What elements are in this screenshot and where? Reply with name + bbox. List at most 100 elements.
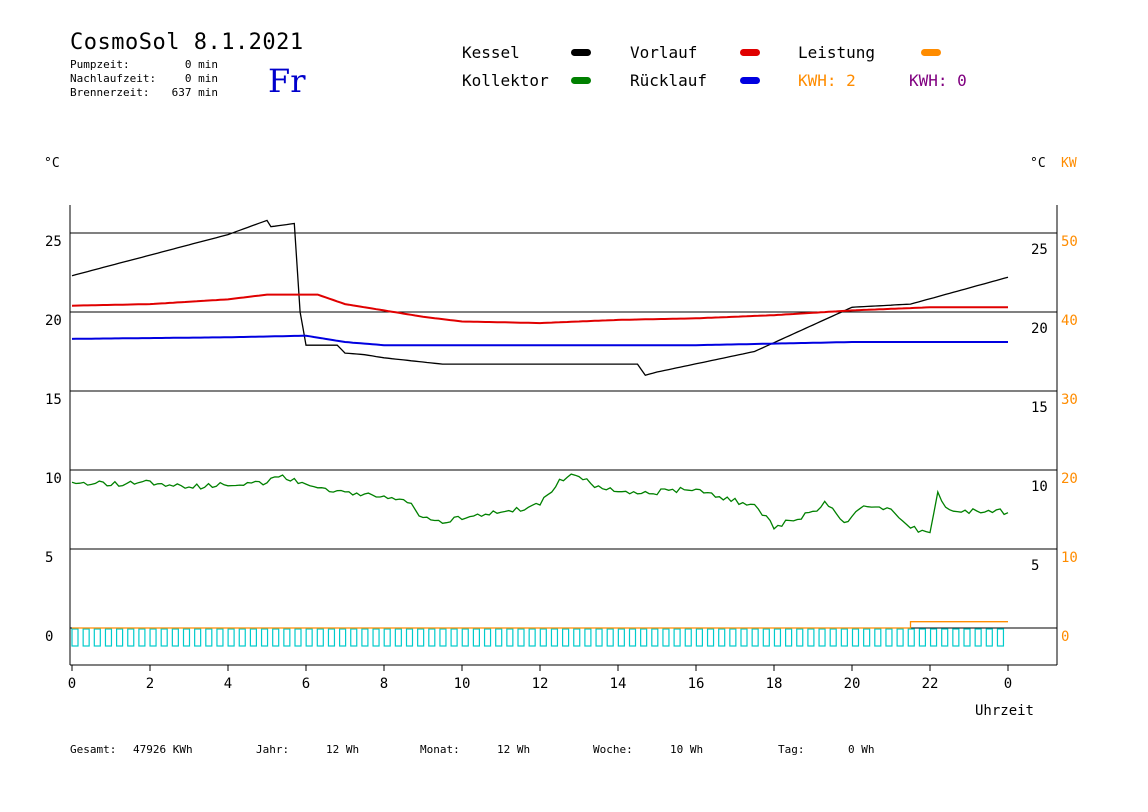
series-line-leistung — [72, 621, 1008, 629]
cyan-pulse — [996, 628, 1005, 647]
cyan-pulse — [93, 628, 101, 647]
x-tick-label: 0 — [1004, 676, 1012, 692]
cyan-pulse — [695, 628, 704, 647]
cyan-pulse — [985, 628, 993, 647]
cyan-pulse — [160, 628, 168, 647]
cyan-pulse — [706, 628, 715, 647]
right-tick-label-c: 20 — [1031, 321, 1048, 337]
cyan-pulse — [517, 628, 525, 647]
cyan-pulse — [350, 628, 358, 647]
legend-ruecklauf-swatch — [740, 77, 760, 84]
stat-label: Pumpzeit: — [70, 58, 130, 71]
cyan-pulse — [260, 628, 269, 647]
cyan-pulse — [963, 628, 971, 647]
stats-block: Pumpzeit: Nachlaufzeit: Brennerzeit: — [70, 58, 156, 100]
stat-value: 0 min — [184, 58, 218, 71]
x-tick-label: 10 — [454, 676, 471, 692]
legend-kwh-purple: KWH: 0 — [909, 71, 967, 90]
cyan-pulse — [216, 628, 224, 647]
footer-gesamt-label: Gesamt: — [70, 743, 117, 756]
left-tick-label: 0 — [45, 629, 53, 645]
cyan-pulse — [573, 628, 581, 647]
right-tick-label-kw: 40 — [1061, 313, 1078, 329]
x-tick-label: 20 — [844, 676, 861, 692]
series-line-kollektor — [71, 473, 1009, 534]
cyan-pulse — [651, 628, 659, 647]
left-tick-label: 25 — [45, 234, 62, 250]
cyan-pulse — [885, 628, 893, 647]
stats-values: 0 min 0 min 637 min — [160, 58, 218, 100]
cyan-pulse — [127, 628, 135, 647]
legend-kwh-orange: KWH: 2 — [798, 71, 856, 90]
axes — [69, 205, 1058, 671]
cyan-pulse — [863, 628, 871, 647]
x-tick-label: 4 — [224, 676, 232, 692]
series-line-vorlauf — [71, 293, 1008, 325]
cyan-pulse — [740, 628, 748, 647]
cyan-pulse — [394, 628, 402, 647]
left-unit-label: °C — [44, 156, 60, 171]
cyan-pulse — [840, 628, 848, 647]
cyan-pulse — [896, 628, 904, 647]
cyan-pulse — [182, 628, 191, 647]
cyan-pulse — [294, 628, 302, 647]
cyan-pulse — [807, 628, 815, 647]
cyan-pulse — [249, 628, 257, 647]
cyan-pulse — [673, 628, 681, 647]
cyan-pulse — [115, 628, 124, 647]
legend-kessel-swatch — [571, 49, 591, 56]
cyan-pulse — [439, 628, 447, 647]
cyan-pulse — [784, 628, 793, 647]
cyan-pulse — [628, 628, 637, 647]
cyan-pulse — [762, 628, 770, 647]
cyan-pulse — [316, 628, 324, 647]
cyan-pulse — [339, 628, 347, 647]
x-axis-title: Uhrzeit — [975, 703, 1034, 719]
right-unit-label-c: °C — [1030, 156, 1046, 171]
footer-woche-label: Woche: — [593, 743, 633, 756]
cyan-pulse — [561, 628, 570, 647]
left-tick-label: 10 — [45, 471, 62, 487]
x-tick-label: 14 — [610, 676, 627, 692]
cyan-pulse — [929, 628, 938, 647]
legend-ruecklauf-label: Rücklauf — [630, 71, 708, 90]
cyan-pulse — [71, 628, 79, 647]
x-tick-label: 18 — [766, 676, 783, 692]
cyan-pulse — [818, 628, 826, 647]
cyan-pulse — [796, 628, 804, 647]
stat-label: Nachlaufzeit: — [70, 72, 157, 85]
left-tick-label: 20 — [45, 313, 62, 329]
legend-vorlauf-swatch — [740, 49, 760, 56]
cyan-pulse — [941, 628, 949, 647]
right-unit-label-kw: KW — [1061, 156, 1077, 171]
right-tick-label-kw: 0 — [1061, 629, 1069, 645]
cyan-pulse — [506, 628, 514, 647]
legend-leistung-swatch — [921, 49, 941, 56]
cyan-pulse — [327, 628, 336, 647]
cyan-pulse — [104, 628, 113, 647]
series-group — [71, 219, 1009, 629]
x-tick-label: 6 — [302, 676, 310, 692]
x-tick-label: 2 — [146, 676, 154, 692]
legend-kessel-label: Kessel — [462, 43, 520, 62]
cyan-pulse — [617, 628, 625, 647]
cyan-pulse — [751, 628, 759, 647]
footer-jahr-value: 12 Wh — [326, 743, 360, 756]
cyan-pulse — [952, 628, 960, 647]
right-tick-label-c: 10 — [1031, 479, 1048, 495]
x-tick-label: 16 — [688, 676, 705, 692]
cyan-pulse — [82, 628, 90, 647]
right-tick-label-kw: 30 — [1061, 392, 1078, 408]
left-tick-label: 15 — [45, 392, 62, 408]
cyan-pulse — [718, 628, 726, 647]
cyan-pulse — [461, 628, 469, 647]
legend-kollektor-swatch — [571, 77, 591, 84]
cyan-pulse — [907, 628, 915, 647]
chart-title: CosmoSol 8.1.2021 — [70, 30, 304, 55]
cyan-pulse — [194, 628, 202, 647]
cyan-pulse — [640, 628, 648, 647]
cyan-pulse — [405, 628, 414, 647]
cyan-pulse — [361, 628, 369, 647]
cyan-pulse — [773, 628, 782, 647]
cyan-pulse — [283, 628, 291, 647]
